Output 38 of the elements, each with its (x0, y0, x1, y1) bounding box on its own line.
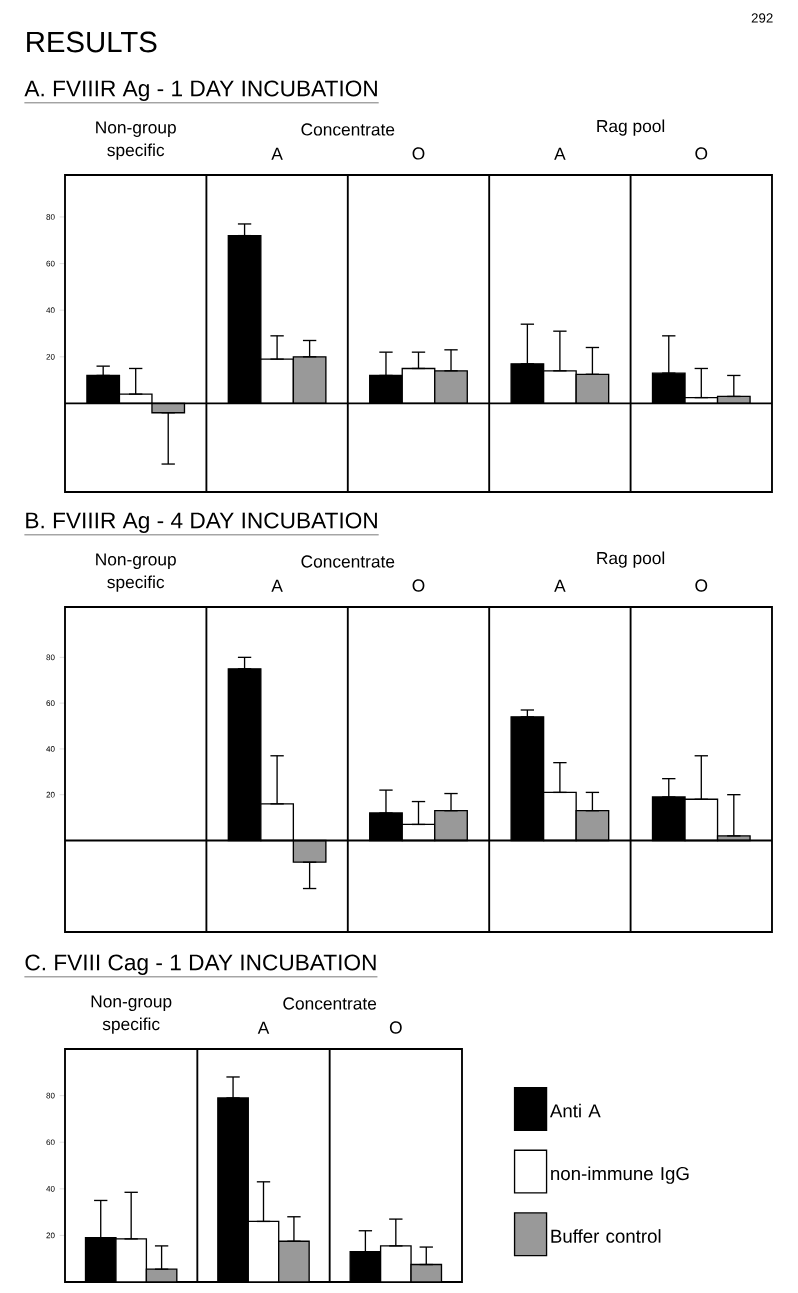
x-tick-label: O (412, 579, 425, 592)
y-tick-label: 20 (46, 791, 55, 798)
x-tick-label: A (271, 579, 283, 592)
x-tick-label: Non-group specific (91, 995, 172, 1034)
y-tick-label: 40 (46, 746, 55, 752)
y-tick-label: 40 (46, 1185, 55, 1192)
x-tick-label: A (554, 147, 566, 160)
y-tick-label: 60 (46, 260, 55, 267)
x-tick-label: A (271, 147, 283, 160)
legend-label: non-immune IgG (551, 1166, 689, 1184)
x-tick-label: Non-group specific (96, 121, 176, 160)
y-tick-label: 80 (46, 214, 55, 220)
text: 292 (751, 13, 773, 23)
text: Rag pool (597, 551, 665, 568)
legend-label: Anti A (549, 1103, 601, 1118)
x-tick-label: O (389, 1021, 402, 1034)
legend-label: Buffer control (551, 1229, 661, 1243)
x-tick-label: O (695, 147, 708, 160)
text: Concentrate (301, 123, 395, 136)
text: Concentrate (301, 555, 395, 568)
y-tick-label: 80 (46, 654, 55, 661)
x-tick-label: A (554, 579, 566, 592)
y-tick-label: 80 (46, 1092, 55, 1099)
x-tick-label: O (412, 147, 425, 160)
y-tick-label: 20 (46, 353, 55, 360)
y-tick-label: 60 (46, 700, 55, 706)
chart-title: B. FVIIIR Ag - 4 DAY INCUBATION (26, 512, 377, 533)
chart-title: C. FVIII Cag - 1 DAY INCUBATION (25, 954, 376, 975)
text: Rag pool (597, 119, 665, 136)
x-tick-label: Non-group specific (96, 553, 176, 592)
x-tick-label: O (695, 579, 708, 592)
x-tick-label: A (257, 1021, 270, 1034)
y-tick-label: 20 (46, 1232, 55, 1239)
text: RESULTS (27, 31, 157, 53)
chart-title: A. FVIIIR Ag - 1 DAY INCUBATION (24, 80, 377, 101)
y-tick-label: 60 (46, 1139, 55, 1146)
y-tick-label: 40 (46, 307, 55, 314)
text: Concentrate (283, 997, 377, 1010)
